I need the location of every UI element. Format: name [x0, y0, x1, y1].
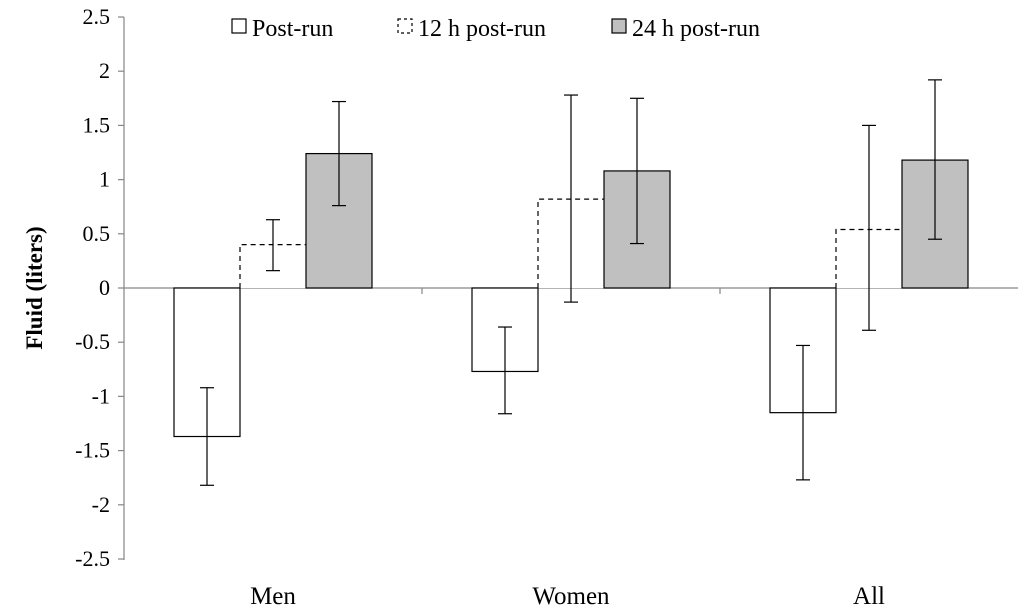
y-tick-label: 1 [99, 167, 110, 192]
y-tick-label: 2.5 [83, 4, 111, 29]
bar-outline [835, 228, 902, 288]
legend-swatch [397, 18, 413, 34]
x-category-label: All [853, 583, 885, 610]
y-tick-label: -2.5 [75, 546, 110, 571]
error-bars-layer [200, 79, 942, 486]
y-tick-label: 0 [99, 275, 110, 300]
legend-swatch [231, 18, 247, 34]
legend-label: 12 h post-run [418, 16, 546, 42]
y-tick-label: -0.5 [75, 329, 110, 354]
y-tick-label: 2 [99, 58, 110, 83]
legend: Post-run 12 h post-run 24 h post-run [231, 16, 760, 42]
y-tick-label: -1 [92, 383, 110, 408]
legend-swatch [611, 18, 627, 34]
legend-label: 24 h post-run [632, 16, 760, 42]
axes-layer [118, 16, 1018, 560]
x-category-label: Men [250, 583, 296, 610]
x-category-label: Women [532, 583, 610, 610]
y-tick-label: -2 [92, 492, 110, 517]
bar-outline [537, 198, 604, 288]
y-axis-title: Fluid (liters) [22, 226, 47, 349]
y-tick-label: -1.5 [75, 438, 110, 463]
y-tick-label: 0.5 [83, 221, 111, 246]
y-tick-label: 1.5 [83, 112, 111, 137]
labels-layer: 2.5 2 1.5 1 0.5 0 -0.5 -1 -1.5 -2 -2.5 Men Women All [75, 4, 885, 610]
legend-label: Post-run [252, 16, 333, 42]
